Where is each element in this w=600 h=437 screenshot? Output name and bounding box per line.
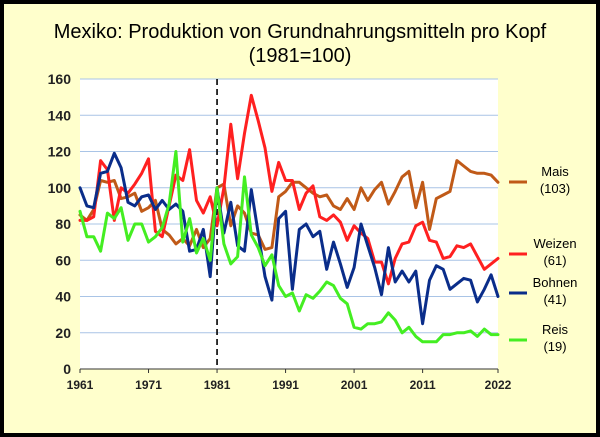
legend-label-weizen: Weizen <box>533 236 576 251</box>
series-line-reis <box>78 150 500 344</box>
chart-title: Mexiko: Produktion von Grundnahrungsmitt… <box>0 20 600 68</box>
x-tick-label: 1971 <box>135 378 162 392</box>
x-tick-label: 2011 <box>410 378 436 392</box>
legend-value-weizen: (61) <box>543 253 566 268</box>
legend-label-reis: Reis <box>542 322 569 337</box>
x-tick-label: 1981 <box>204 378 231 392</box>
x-tick-label: 1991 <box>272 378 299 392</box>
y-tick-label: 140 <box>48 107 72 123</box>
y-tick-label: 160 <box>48 71 72 87</box>
y-tick-label: 20 <box>55 325 71 341</box>
series-line-weizen <box>78 93 500 286</box>
legend-value-mais: (103) <box>540 181 570 196</box>
y-tick-label: 60 <box>55 252 71 268</box>
chart-subtitle: (1981=100) <box>248 45 352 67</box>
legend-value-reis: (19) <box>543 339 566 354</box>
series-line-mais <box>78 159 500 251</box>
legend-value-bohnen: (41) <box>543 292 566 307</box>
y-tick-label: 100 <box>48 180 72 196</box>
y-tick-label: 120 <box>48 144 72 160</box>
chart-title-main: Mexiko: Produktion von Grundnahrungsmitt… <box>53 21 547 43</box>
legend-label-mais: Mais <box>541 164 569 179</box>
y-tick-label: 0 <box>63 361 71 377</box>
y-tick-label: 80 <box>55 216 71 232</box>
x-tick-label: 1961 <box>67 378 94 392</box>
legend-label-bohnen: Bohnen <box>533 275 578 290</box>
y-tick-label: 40 <box>55 289 71 305</box>
series-line-bohnen <box>78 151 500 326</box>
x-tick-label: 2001 <box>341 378 368 392</box>
x-tick-label: 2022 <box>485 378 512 392</box>
